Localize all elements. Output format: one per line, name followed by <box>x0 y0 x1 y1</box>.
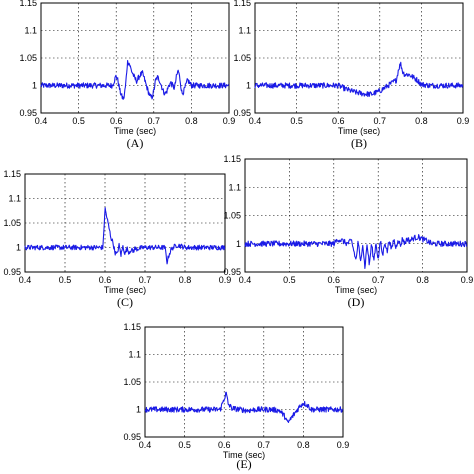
x-tick-label: 0.7 <box>374 116 387 126</box>
y-tick-label: 1.15 <box>223 154 241 164</box>
x-tick-label: 0.8 <box>416 275 429 285</box>
series-line-0 <box>254 61 464 98</box>
x-tick-label: 0.6 <box>110 116 123 126</box>
x-tick-label: 0.6 <box>328 275 341 285</box>
x-tick-label: 0.6 <box>332 116 345 126</box>
panel-caption: (D) <box>348 295 365 309</box>
x-tick-label: 0.9 <box>457 116 470 126</box>
x-tick-label: 0.4 <box>239 275 252 285</box>
x-tick-label: 0.7 <box>139 275 152 285</box>
x-tick-label: 0.7 <box>148 116 161 126</box>
x-tick-label: 0.9 <box>219 275 232 285</box>
y-tick-label: 1.15 <box>233 0 251 8</box>
y-tick-label: 0.95 <box>19 108 37 118</box>
y-tick-label: 1.05 <box>223 211 241 221</box>
x-tick-label: 0.4 <box>35 116 48 126</box>
y-tick-label: 1.15 <box>3 169 21 179</box>
y-tick-label: 1.1 <box>24 26 37 36</box>
x-tick-label: 0.4 <box>139 440 152 450</box>
x-tick-label: 0.7 <box>258 440 271 450</box>
x-tick-label: 0.8 <box>185 116 198 126</box>
x-axis-label: Time (sec) <box>338 126 380 136</box>
y-tick-label: 1.1 <box>228 182 241 192</box>
y-tick-label: 1 <box>246 81 251 91</box>
series-line-0 <box>40 59 230 100</box>
x-axis-label: Time (sec) <box>104 285 146 295</box>
chart-panel-e: 0.4 0.5 0.6 0.7 0.8 0.9 0.95 1 1.05 1.1 1.15 Time (… <box>123 322 349 471</box>
y-tick-label: 1.15 <box>19 0 37 8</box>
series-line-0 <box>244 234 468 269</box>
y-tick-label: 1.1 <box>128 350 141 360</box>
series-line-0 <box>144 391 344 423</box>
y-tick-label: 0.95 <box>3 267 21 277</box>
y-tick-label: 1.1 <box>238 26 251 36</box>
x-tick-label: 0.9 <box>337 440 350 450</box>
y-tick-label: 1.05 <box>123 377 141 387</box>
chart-panel-d: 0.4 0.5 0.6 0.7 0.8 0.9 0.95 1 1.05 1.1 1.15 Time (… <box>223 154 473 309</box>
x-tick-label: 0.5 <box>59 275 72 285</box>
y-tick-label: 0.95 <box>123 432 141 442</box>
chart-panel-a: 0.4 0.5 0.6 0.7 0.8 0.9 0.95 1 1.05 1.1 1.15 Time (… <box>19 0 235 150</box>
panel-caption: (C) <box>117 295 133 309</box>
y-tick-label: 1.05 <box>233 53 251 63</box>
x-tick-label: 0.4 <box>249 116 262 126</box>
x-tick-label: 0.7 <box>372 275 385 285</box>
x-tick-label: 0.5 <box>283 275 296 285</box>
y-tick-label: 1 <box>136 405 141 415</box>
x-tick-label: 0.6 <box>99 275 112 285</box>
x-tick-label: 0.8 <box>297 440 310 450</box>
y-tick-label: 0.95 <box>223 267 241 277</box>
series-line-0 <box>24 207 226 265</box>
x-tick-label: 0.8 <box>179 275 192 285</box>
chart-panel-b: 0.4 0.5 0.6 0.7 0.8 0.9 0.95 1 1.05 1.1 1.15 Time (… <box>233 0 469 150</box>
y-tick-label: 1 <box>236 239 241 249</box>
x-tick-label: 0.6 <box>218 440 231 450</box>
x-tick-label: 0.4 <box>19 275 32 285</box>
panel-caption: (E) <box>236 457 251 471</box>
x-tick-label: 0.9 <box>223 116 236 126</box>
y-tick-label: 1 <box>16 243 21 253</box>
x-axis-label: Time (sec) <box>335 285 377 295</box>
x-tick-label: 0.5 <box>178 440 191 450</box>
chart-panel-c: 0.4 0.5 0.6 0.7 0.8 0.9 0.95 1 1.05 1.1 1.15 Time (… <box>3 169 231 309</box>
panel-caption: (B) <box>351 136 367 150</box>
x-tick-label: 0.8 <box>415 116 428 126</box>
y-tick-label: 1.05 <box>3 218 21 228</box>
y-tick-label: 0.95 <box>233 108 251 118</box>
y-tick-label: 1.05 <box>19 53 37 63</box>
x-axis-label: Time (sec) <box>114 126 156 136</box>
x-tick-label: 0.9 <box>461 275 474 285</box>
x-tick-label: 0.5 <box>290 116 303 126</box>
y-tick-label: 1 <box>32 81 37 91</box>
y-tick-label: 1.1 <box>8 194 21 204</box>
x-axis-label: Time (sec) <box>223 450 265 460</box>
x-tick-label: 0.5 <box>72 116 85 126</box>
panel-caption: (A) <box>127 136 144 150</box>
y-tick-label: 1.15 <box>123 322 141 332</box>
